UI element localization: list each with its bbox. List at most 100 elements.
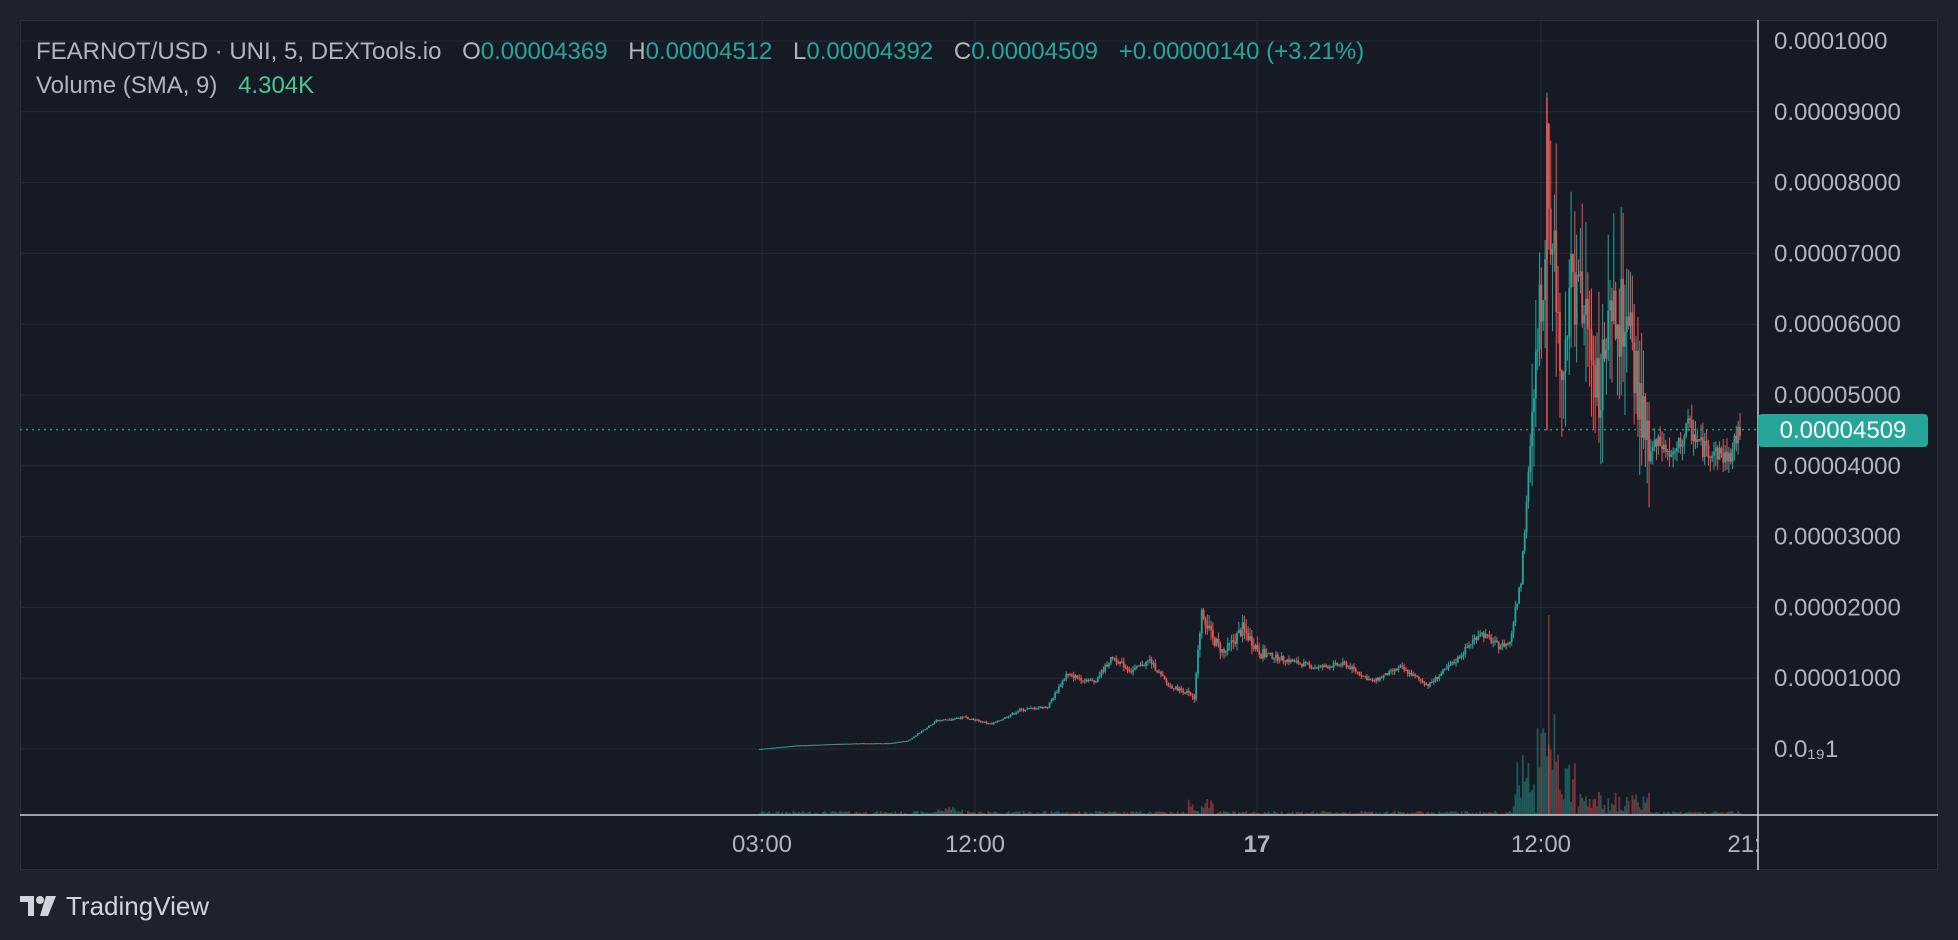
candle-body — [1106, 664, 1108, 667]
candle-body — [1074, 675, 1077, 679]
candle-body — [940, 720, 943, 722]
volume-bar — [1605, 813, 1608, 815]
volume-bar — [1119, 812, 1121, 815]
volume-bar — [1067, 812, 1070, 815]
candle-body — [1661, 445, 1663, 450]
volume-bar — [1646, 797, 1649, 815]
volume-bar — [1338, 813, 1340, 815]
candle-body — [981, 721, 984, 723]
candle-body — [1379, 677, 1381, 681]
volume-legend: Volume (SMA, 9) 4.304K — [36, 72, 314, 100]
candle-body — [1557, 311, 1560, 313]
candle-body — [1065, 674, 1068, 679]
volume-bar — [1358, 813, 1361, 815]
candle-body — [1113, 658, 1116, 660]
candle-body — [792, 745, 795, 747]
volume-bar — [831, 811, 834, 815]
candle-body — [1245, 629, 1248, 633]
volume-bar — [931, 812, 934, 815]
candle-body — [1642, 396, 1645, 438]
candle-body — [1625, 316, 1628, 332]
volume-bar — [1211, 803, 1214, 815]
volume-bar — [1401, 812, 1404, 815]
volume-bar — [953, 808, 956, 815]
volume-bar — [1005, 812, 1008, 815]
volume-bar — [1677, 812, 1680, 815]
volume-bar — [785, 812, 787, 815]
candle-body — [1137, 665, 1140, 667]
volume-bar — [1403, 812, 1405, 815]
candle-body — [833, 744, 836, 746]
candle-body — [918, 733, 921, 735]
volume-bar — [1703, 811, 1706, 815]
volume-bar — [1445, 811, 1448, 815]
volume-bar — [864, 811, 867, 815]
candle-body — [1265, 653, 1268, 657]
candle-body — [1275, 654, 1277, 659]
candle-body — [1534, 351, 1537, 399]
volume-bar — [1406, 812, 1409, 815]
volume-bar — [816, 813, 819, 815]
price-tick-label: 0.00008000 — [1774, 170, 1901, 197]
volume-bar — [1132, 811, 1134, 815]
candle-body — [838, 743, 841, 745]
price-tick-label: 0.00004000 — [1774, 453, 1901, 480]
candle-body — [1503, 643, 1506, 647]
candle-body — [894, 742, 897, 744]
candle-body — [1709, 457, 1712, 459]
candle-body — [872, 743, 875, 745]
volume-bar — [952, 806, 954, 815]
volume-bar — [1729, 811, 1732, 815]
volume-bar — [1484, 812, 1487, 815]
candle-body — [1076, 675, 1079, 678]
candle-body — [799, 745, 802, 747]
volume-bar — [1113, 811, 1116, 815]
candle-body — [1215, 638, 1218, 646]
candle-body — [786, 746, 789, 748]
tradingview-logo-icon — [20, 896, 56, 916]
volume-bar — [1163, 812, 1166, 815]
candle-body — [1460, 655, 1463, 659]
candle-body — [1443, 668, 1446, 670]
candle-body — [1412, 674, 1415, 677]
candle-body — [827, 744, 830, 746]
volume-bar — [883, 811, 886, 815]
candle-body — [931, 723, 934, 726]
volume-bar — [1160, 811, 1162, 815]
candle-body — [785, 746, 787, 748]
candle-body — [1022, 709, 1025, 711]
volume-bar — [1601, 808, 1604, 815]
candle-body — [866, 743, 869, 745]
volume-bar — [848, 811, 850, 815]
volume-bar — [798, 811, 800, 815]
candle-body — [1054, 692, 1057, 698]
volume-bar — [794, 812, 797, 815]
low-value: 0.00004392 — [806, 38, 934, 65]
candle-body — [842, 743, 845, 745]
candle-body — [1302, 662, 1305, 667]
tradingview-brand[interactable]: TradingView — [20, 890, 209, 922]
candle-body — [1494, 640, 1496, 643]
volume-bar — [1072, 812, 1075, 815]
candle-body — [1590, 330, 1593, 361]
candle-body — [1267, 653, 1270, 655]
volume-bar — [1085, 812, 1088, 815]
volume-bar — [1074, 813, 1077, 815]
candle-body — [1178, 688, 1181, 691]
volume-bar — [1672, 811, 1675, 815]
candle-body — [937, 720, 940, 722]
volume-bar — [1453, 811, 1456, 815]
volume-bar — [1104, 813, 1107, 815]
volume-bar — [1716, 812, 1719, 815]
volume-bar — [900, 811, 902, 815]
candle-body — [1000, 719, 1003, 721]
volume-bar — [1518, 785, 1521, 815]
volume-bar — [1241, 811, 1244, 815]
candle-body — [1410, 672, 1413, 677]
candle-body — [1193, 695, 1196, 700]
volume-bar — [1122, 811, 1125, 815]
candle-body — [1455, 662, 1457, 664]
volume-bar — [1479, 811, 1482, 815]
candle-body — [1174, 686, 1177, 689]
